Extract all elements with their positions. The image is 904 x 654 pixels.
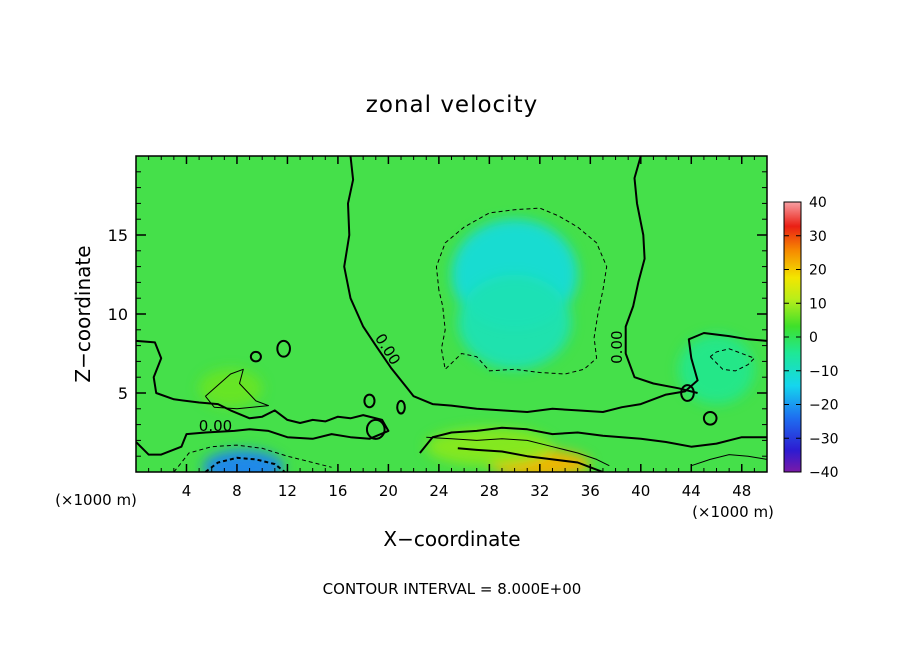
contour-interval: CONTOUR INTERVAL = 8.000E+00	[323, 580, 582, 598]
contour-minus8-upper	[435, 207, 608, 375]
contour-lines	[136, 156, 767, 472]
contour-loop-e	[365, 418, 386, 440]
contour-loop-f	[702, 410, 718, 426]
x-tick-label-8: 8	[232, 482, 242, 500]
colorbar-label-0: 40	[809, 195, 827, 211]
y-tick-label-15: 15	[108, 226, 128, 245]
x-unit-left: (×1000 m)	[55, 491, 137, 509]
x-tick-label-20: 20	[379, 482, 398, 500]
x-tick-label-24: 24	[429, 482, 448, 500]
colorbar-label-1: 30	[809, 229, 827, 245]
colorbar-ticks: 40 30 20 10 0 −10 −20 −30 −40	[784, 195, 839, 481]
contour-loop-d	[396, 399, 406, 415]
x-axis-label: X−coordinate	[383, 527, 520, 551]
field-feature-2	[457, 274, 572, 370]
zero-contour-right	[624, 156, 698, 394]
x-tick-label-36: 36	[581, 482, 600, 500]
colorbar: 40 30 20 10 0 −10 −20 −30 −40	[783, 195, 839, 481]
contour-thin-right	[691, 454, 767, 467]
colorbar-label-5: −10	[809, 364, 839, 380]
contour-loop-b	[276, 339, 291, 358]
colorbar-label-6: −20	[809, 398, 839, 414]
y-axis: 5 10 15	[108, 171, 767, 457]
x-tick-label-44: 44	[682, 482, 701, 500]
colorbar-label-8: −40	[809, 465, 839, 481]
contour-minus16-lower	[204, 456, 286, 472]
field-feature-3	[202, 449, 284, 472]
contour-loop-g	[680, 384, 695, 402]
x-tick-label-28: 28	[480, 482, 499, 500]
colorbar-label-2: 20	[809, 263, 827, 279]
contour-plus8-thin	[426, 436, 610, 467]
colorbar-label-7: −30	[809, 431, 839, 447]
y-axis-label: Z−coordinate	[71, 245, 95, 382]
x-tick-label-4: 4	[182, 482, 192, 500]
field-feature-7	[678, 334, 755, 405]
x-tick-label-40: 40	[631, 482, 650, 500]
x-tick-label-32: 32	[530, 482, 549, 500]
zero-contour-left	[136, 339, 390, 456]
colorbar-label-4: 0	[809, 330, 818, 346]
x-tick-label-48: 48	[732, 482, 751, 500]
zero-contour-central	[343, 156, 767, 413]
x-tick-label-16: 16	[328, 482, 347, 500]
contour-minus8-lower	[173, 444, 332, 472]
plot-area: 0.000.00 0.00 4 8 12 16 20 24 28 32 36 40 44 48 5101…	[108, 155, 768, 500]
zero-contour-lower	[419, 426, 767, 454]
field-background	[136, 156, 767, 472]
contour-loop-a	[249, 350, 262, 363]
contour-plus8-lower	[457, 447, 604, 472]
field-feature-5	[426, 427, 553, 466]
contour-minus8-right	[709, 348, 756, 372]
y-tick-label-10: 10	[108, 305, 128, 324]
contour-label-3: 0.00	[608, 330, 626, 363]
contour-plus8-left	[205, 368, 269, 410]
colorbar-label-3: 10	[809, 296, 827, 312]
x-axis: 4 8 12 16 20 24 28 32 36 40 44 48	[148, 156, 755, 500]
field-feature-6	[199, 369, 263, 408]
y-tick-label-5: 5	[118, 384, 128, 403]
chart-title: zonal velocity	[366, 92, 538, 118]
field-shading	[199, 219, 755, 472]
contour-loop-c	[363, 393, 376, 409]
x-tick-label-12: 12	[278, 482, 297, 500]
contour-label-1: 0.00	[199, 417, 232, 435]
x-unit-right: (×1000 m)	[692, 503, 774, 521]
